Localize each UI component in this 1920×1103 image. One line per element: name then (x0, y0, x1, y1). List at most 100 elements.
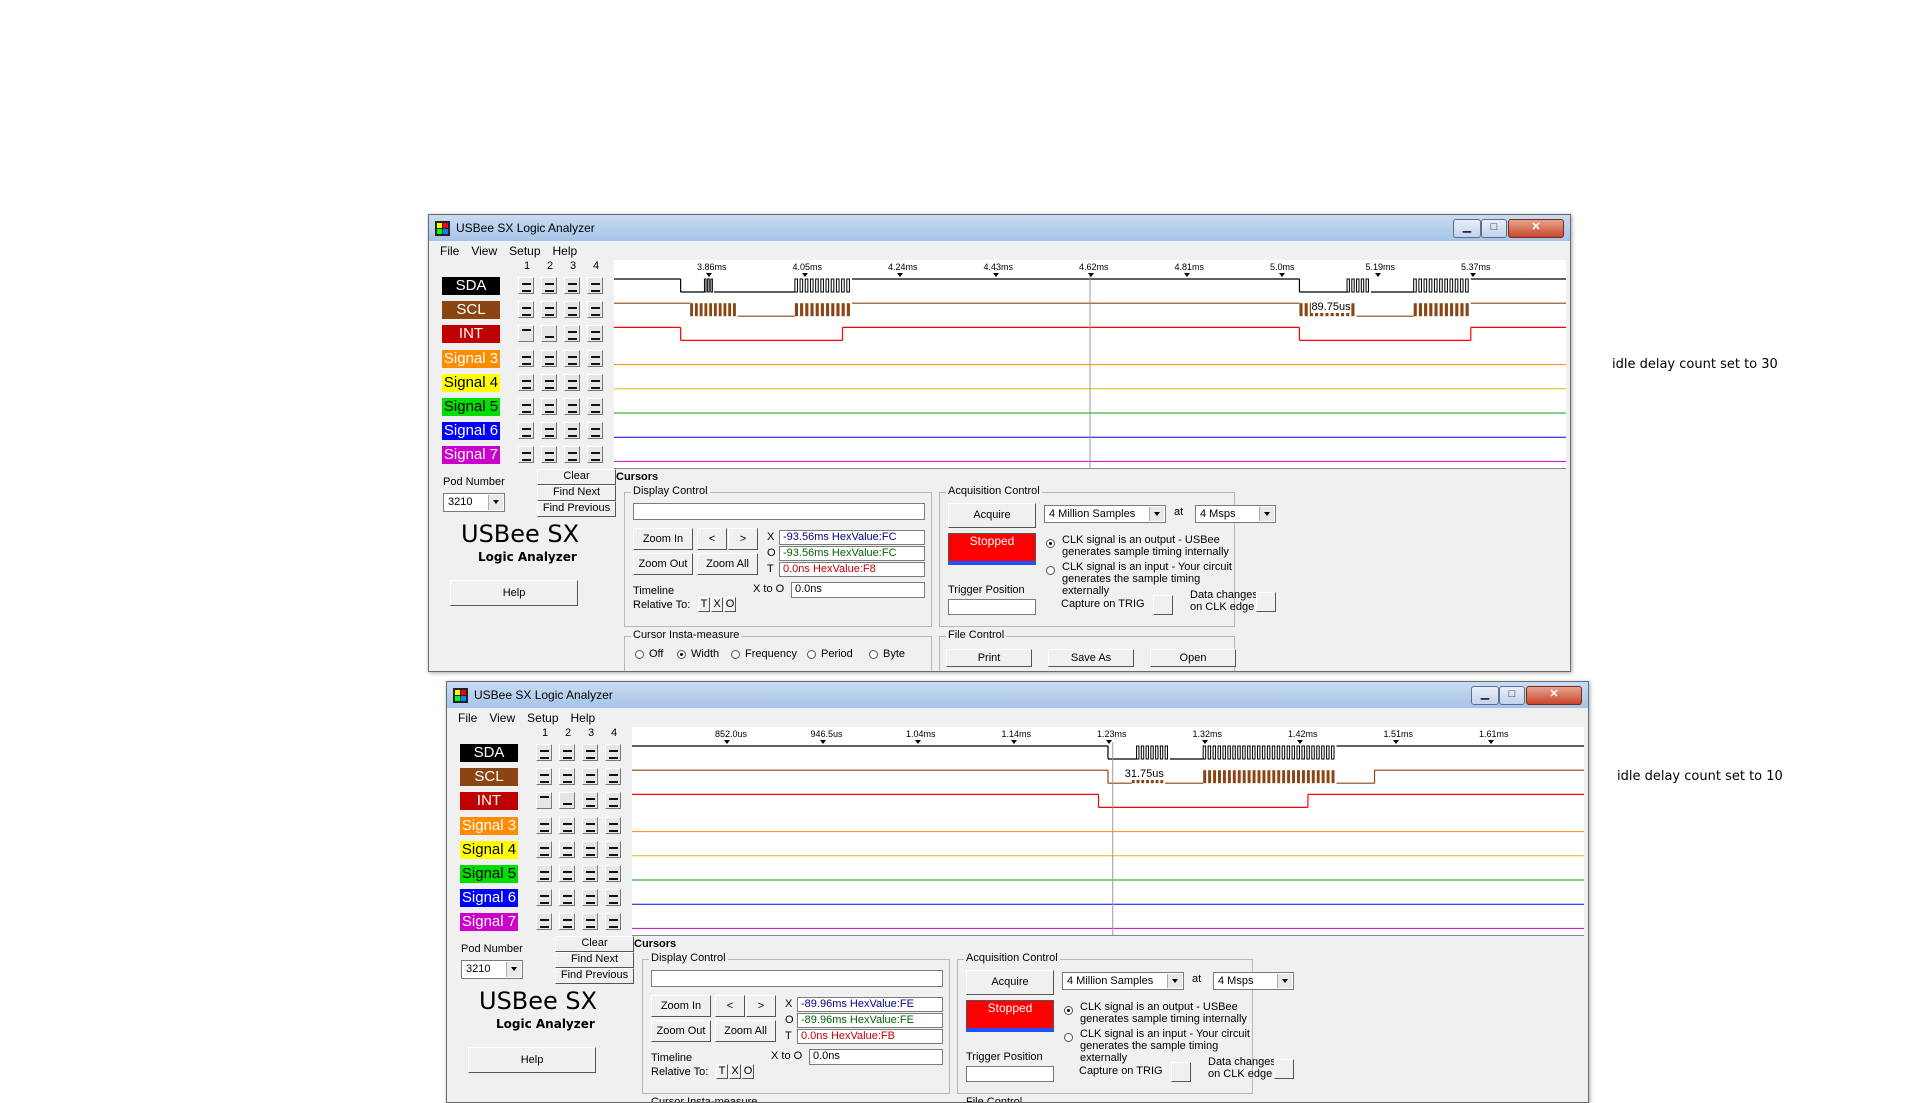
trigger-toggle-6-1[interactable] (536, 865, 552, 882)
signal-label-int[interactable]: INT (442, 325, 500, 344)
chevron-down-icon[interactable] (1149, 507, 1164, 521)
insta-radio-width[interactable] (677, 650, 686, 659)
find-previous-button[interactable]: Find Previous (555, 968, 634, 984)
trigger-toggle-3-2[interactable] (541, 325, 557, 343)
signal-label-scl[interactable]: SCL (442, 301, 500, 320)
find-next-button[interactable]: Find Next (537, 485, 616, 501)
help-button[interactable]: Help (450, 580, 578, 606)
menu-file[interactable]: File (440, 244, 460, 258)
trigger-toggle-4-3[interactable] (582, 816, 598, 834)
close-button[interactable]: ✕ (1526, 686, 1582, 705)
rate-select[interactable]: 4 Msps (1195, 505, 1276, 523)
signal-label-signal-6[interactable]: Signal 6 (460, 889, 518, 908)
signal-label-signal-3[interactable]: Signal 3 (460, 816, 518, 835)
trigger-toggle-3-4[interactable] (587, 325, 603, 343)
scroll-right-button[interactable]: > (746, 995, 776, 1017)
trigger-toggle-2-2[interactable] (559, 768, 575, 786)
chevron-down-icon[interactable] (506, 962, 521, 977)
find-next-button[interactable]: Find Next (555, 952, 634, 968)
trigger-toggle-8-3[interactable] (564, 446, 580, 464)
clk-output-radio[interactable] (1046, 539, 1055, 548)
signal-label-signal-6[interactable]: Signal 6 (442, 422, 500, 441)
trigger-toggle-1-1[interactable] (518, 277, 534, 294)
display-overview-bar[interactable] (633, 503, 925, 520)
relative-x-button[interactable]: X (729, 1064, 741, 1079)
scroll-left-button[interactable]: < (697, 528, 727, 550)
trigger-toggle-5-3[interactable] (582, 840, 598, 858)
acquire-button[interactable]: Acquire (966, 970, 1054, 995)
trigger-toggle-7-2[interactable] (559, 889, 575, 907)
trigger-toggle-3-3[interactable] (582, 792, 598, 810)
chevron-down-icon[interactable] (488, 495, 503, 510)
trigger-toggle-4-4[interactable] (605, 816, 621, 834)
trigger-toggle-1-4[interactable] (587, 277, 603, 294)
trigger-toggle-5-2[interactable] (541, 373, 557, 391)
menu-help[interactable]: Help (552, 244, 578, 258)
help-button[interactable]: Help (468, 1047, 596, 1073)
relative-o-button[interactable]: O (724, 597, 736, 612)
trigger-toggle-3-3[interactable] (564, 325, 580, 343)
signal-label-signal-3[interactable]: Signal 3 (442, 349, 500, 368)
zoom-all-button[interactable]: Zoom All (715, 1020, 776, 1042)
trigger-toggle-6-4[interactable] (605, 865, 621, 882)
trigger-toggle-7-2[interactable] (541, 422, 557, 440)
zoom-in-button[interactable]: Zoom In (651, 995, 711, 1017)
clk-output-radio[interactable] (1064, 1006, 1073, 1015)
display-overview-bar[interactable] (651, 970, 943, 987)
trigger-toggle-8-2[interactable] (541, 446, 557, 464)
trigger-toggle-1-3[interactable] (582, 744, 598, 761)
trigger-toggle-7-3[interactable] (564, 422, 580, 440)
zoom-in-button[interactable]: Zoom In (633, 528, 693, 550)
trigger-toggle-1-1[interactable] (536, 744, 552, 761)
relative-t-button[interactable]: T (698, 597, 710, 612)
zoom-out-button[interactable]: Zoom Out (633, 553, 693, 575)
insta-radio-off[interactable] (635, 650, 644, 659)
trigger-toggle-1-2[interactable] (541, 277, 557, 294)
trigger-toggle-4-1[interactable] (536, 816, 552, 834)
menu-file[interactable]: File (458, 711, 478, 725)
signal-label-int[interactable]: INT (460, 792, 518, 811)
trigger-toggle-8-3[interactable] (582, 913, 598, 931)
acquire-button[interactable]: Acquire (948, 503, 1036, 528)
trigger-toggle-3-1[interactable] (518, 325, 534, 343)
trigger-toggle-2-1[interactable] (536, 768, 552, 786)
insta-radio-period[interactable] (807, 650, 816, 659)
print-button[interactable]: Print (946, 649, 1032, 667)
scroll-left-button[interactable]: < (715, 995, 745, 1017)
trigger-toggle-2-3[interactable] (582, 768, 598, 786)
trigger-toggle-6-2[interactable] (559, 865, 575, 882)
clk-edge-toggle[interactable] (1256, 592, 1276, 612)
signal-label-signal-5[interactable]: Signal 5 (442, 398, 500, 416)
trigger-toggle-6-3[interactable] (582, 865, 598, 882)
trigger-toggle-2-4[interactable] (605, 768, 621, 786)
clk-input-radio[interactable] (1046, 566, 1055, 575)
rate-select[interactable]: 4 Msps (1213, 972, 1294, 990)
trigger-toggle-3-1[interactable] (536, 792, 552, 810)
clear-button[interactable]: Clear (537, 469, 616, 485)
trigger-position-slider[interactable] (948, 599, 1036, 615)
minimize-button[interactable]: ▁ (1453, 219, 1481, 238)
clear-button[interactable]: Clear (555, 936, 634, 952)
trigger-toggle-4-2[interactable] (559, 816, 575, 834)
insta-radio-frequency[interactable] (731, 650, 740, 659)
close-button[interactable]: ✕ (1508, 219, 1564, 238)
pod-number-select[interactable]: 3210 (443, 493, 505, 512)
chevron-down-icon[interactable] (1259, 507, 1274, 521)
samples-select[interactable]: 4 Million Samples (1044, 505, 1166, 523)
signal-label-signal-5[interactable]: Signal 5 (460, 865, 518, 883)
signal-label-signal-7[interactable]: Signal 7 (442, 446, 500, 465)
trigger-toggle-8-2[interactable] (559, 913, 575, 931)
trigger-toggle-8-4[interactable] (605, 913, 621, 931)
scroll-right-button[interactable]: > (728, 528, 758, 550)
relative-t-button[interactable]: T (716, 1064, 728, 1079)
clk-edge-toggle[interactable] (1274, 1059, 1294, 1079)
menu-help[interactable]: Help (570, 711, 596, 725)
open-button[interactable]: Open (1150, 649, 1236, 667)
waveform-canvas[interactable] (614, 260, 1566, 468)
trigger-toggle-8-1[interactable] (518, 446, 534, 464)
trigger-toggle-7-4[interactable] (605, 889, 621, 907)
trigger-toggle-7-4[interactable] (587, 422, 603, 440)
trigger-toggle-4-3[interactable] (564, 349, 580, 367)
trigger-toggle-5-4[interactable] (605, 840, 621, 858)
trigger-toggle-6-1[interactable] (518, 398, 534, 415)
